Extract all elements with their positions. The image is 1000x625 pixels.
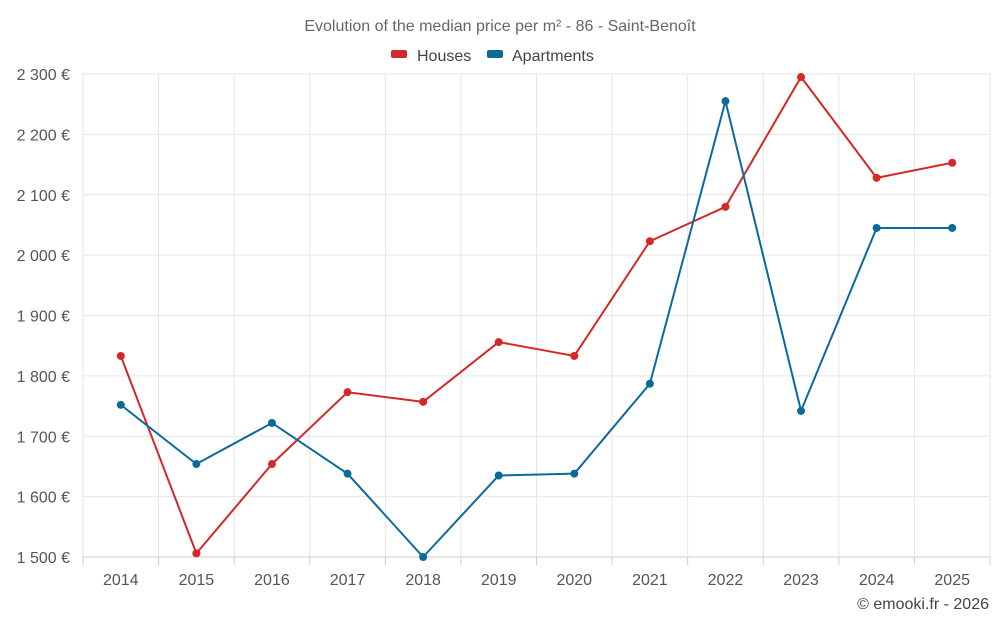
- data-point-apartments[interactable]: [797, 406, 806, 415]
- data-point-houses[interactable]: [721, 202, 730, 211]
- y-tick-label: 1 600 €: [17, 490, 70, 507]
- x-tick-label: 2024: [859, 572, 895, 589]
- x-tick-label: 2020: [556, 572, 592, 589]
- y-axis: 1 500 € 1 600 € 1 700 € 1 800 € 1 900 € 2 000…: [17, 67, 70, 567]
- x-tick-label: 2019: [481, 572, 517, 589]
- data-point-houses[interactable]: [267, 460, 276, 469]
- legend-item-apartments[interactable]: Apartments: [487, 48, 594, 65]
- data-point-apartments[interactable]: [872, 223, 881, 232]
- data-point-apartments[interactable]: [645, 379, 654, 388]
- y-tick-label: 1 700 €: [17, 429, 70, 446]
- credit-text: © emooki.fr - 2026: [857, 596, 989, 613]
- x-tick-label: 2016: [254, 572, 290, 589]
- data-point-apartments[interactable]: [721, 97, 730, 106]
- x-tick-label: 2025: [934, 572, 970, 589]
- y-tick-label: 1 500 €: [17, 550, 70, 567]
- data-point-houses[interactable]: [872, 173, 881, 182]
- data-point-apartments[interactable]: [494, 471, 503, 480]
- y-tick-label: 2 100 €: [17, 188, 70, 205]
- x-tick-label: 2014: [103, 572, 139, 589]
- data-point-houses[interactable]: [419, 397, 428, 406]
- y-tick-label: 1 900 €: [17, 309, 70, 326]
- x-tick-label: 2023: [783, 572, 819, 589]
- data-point-houses[interactable]: [797, 73, 806, 82]
- data-point-houses[interactable]: [116, 351, 125, 360]
- x-axis: 2014 2015 2016 2017 2018 2019 2020 2021 2022 2023…: [82, 557, 991, 589]
- legend-label-houses: Houses: [417, 48, 471, 65]
- y-tick-label: 2 300 €: [17, 67, 70, 84]
- data-point-houses[interactable]: [343, 388, 352, 397]
- data-point-apartments[interactable]: [192, 460, 201, 469]
- y-tick-label: 2 000 €: [17, 248, 70, 265]
- x-tick-label: 2017: [330, 572, 366, 589]
- series-line-apartments: [120, 100, 953, 558]
- data-point-apartments[interactable]: [419, 553, 428, 561]
- legend-swatch-houses: [391, 50, 407, 58]
- series-line-houses: [119, 76, 953, 555]
- series-layer: [116, 73, 957, 561]
- series-houses: [116, 73, 957, 558]
- x-tick-label: 2022: [708, 572, 744, 589]
- data-point-houses[interactable]: [192, 549, 201, 558]
- data-point-houses[interactable]: [494, 338, 503, 347]
- series-apartments: [116, 97, 957, 561]
- legend-swatch-apartments: [487, 50, 503, 58]
- x-tick-label: 2021: [632, 572, 668, 589]
- data-point-houses[interactable]: [645, 237, 654, 246]
- data-point-houses[interactable]: [948, 158, 957, 167]
- data-point-apartments[interactable]: [948, 223, 957, 232]
- y-tick-label: 2 200 €: [17, 127, 70, 144]
- data-point-apartments[interactable]: [570, 469, 579, 478]
- data-point-apartments[interactable]: [267, 418, 276, 427]
- legend-item-houses[interactable]: Houses: [391, 48, 471, 65]
- x-tick-label: 2015: [179, 572, 215, 589]
- data-point-apartments[interactable]: [116, 400, 125, 409]
- data-point-houses[interactable]: [570, 351, 579, 360]
- chart-title: Evolution of the median price per m² - 8…: [304, 18, 696, 35]
- y-tick-label: 1 800 €: [17, 369, 70, 386]
- legend-label-apartments: Apartments: [512, 48, 594, 65]
- legend: Houses Apartments: [391, 48, 594, 65]
- data-point-apartments[interactable]: [343, 469, 352, 478]
- grid: [82, 73, 991, 558]
- x-tick-label: 2018: [405, 572, 441, 589]
